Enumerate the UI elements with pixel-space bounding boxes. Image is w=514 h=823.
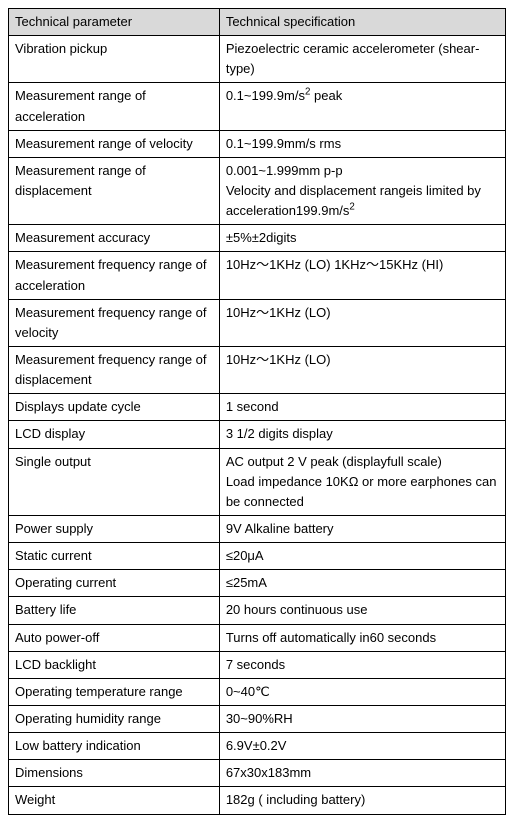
table-row: Single outputAC output 2 V peak (display… xyxy=(9,448,506,515)
cell-spec: ≤20μA xyxy=(219,543,505,570)
table-row: Power supply9V Alkaline battery xyxy=(9,515,506,542)
cell-param: LCD display xyxy=(9,421,220,448)
table-row: Measurement range of velocity0.1~199.9mm… xyxy=(9,130,506,157)
table-row: Measurement frequency range of velocity1… xyxy=(9,299,506,346)
cell-param: Battery life xyxy=(9,597,220,624)
table-row: LCD display3 1/2 digits display xyxy=(9,421,506,448)
cell-spec: AC output 2 V peak (displayfull scale)Lo… xyxy=(219,448,505,515)
cell-spec: 182g ( including battery) xyxy=(219,787,505,814)
cell-param: Measurement range of displacement xyxy=(9,157,220,224)
cell-spec: Turns off automatically in60 seconds xyxy=(219,624,505,651)
cell-spec: 0.1~199.9m/s2 peak xyxy=(219,83,505,130)
cell-param: Power supply xyxy=(9,515,220,542)
table-row: Battery life20 hours continuous use xyxy=(9,597,506,624)
table-row: Measurement frequency range of accelerat… xyxy=(9,252,506,299)
table-row: Measurement range of acceleration0.1~199… xyxy=(9,83,506,130)
cell-spec: ±5%±2digits xyxy=(219,225,505,252)
table-row: Static current≤20μA xyxy=(9,543,506,570)
table-row: LCD backlight 7 seconds xyxy=(9,651,506,678)
cell-param: Measurement range of velocity xyxy=(9,130,220,157)
cell-spec: 3 1/2 digits display xyxy=(219,421,505,448)
table-row: Measurement accuracy±5%±2digits xyxy=(9,225,506,252)
cell-spec: 20 hours continuous use xyxy=(219,597,505,624)
cell-param: Low battery indication xyxy=(9,733,220,760)
table-row: Operating temperature range0~40℃ xyxy=(9,678,506,705)
cell-param: Weight xyxy=(9,787,220,814)
table-row: Vibration pickupPiezoelectric ceramic ac… xyxy=(9,36,506,83)
table-row: Measurement range of displacement0.001~1… xyxy=(9,157,506,224)
cell-param: Measurement accuracy xyxy=(9,225,220,252)
cell-param: Operating humidity range xyxy=(9,705,220,732)
table-row: Auto power-offTurns off automatically in… xyxy=(9,624,506,651)
table-row: Displays update cycle1 second xyxy=(9,394,506,421)
table-row: Operating humidity range30~90%RH xyxy=(9,705,506,732)
table-header-row: Technical parameter Technical specificat… xyxy=(9,9,506,36)
table-row: Operating current≤25mA xyxy=(9,570,506,597)
cell-param: Measurement frequency range of accelerat… xyxy=(9,252,220,299)
cell-param: Single output xyxy=(9,448,220,515)
cell-spec: 10Hz～1KHz (LO) xyxy=(219,346,505,393)
cell-spec: ≤25mA xyxy=(219,570,505,597)
table-body: Vibration pickupPiezoelectric ceramic ac… xyxy=(9,36,506,814)
cell-spec: 30~90%RH xyxy=(219,705,505,732)
cell-spec: 0.001~1.999mm p-pVelocity and displaceme… xyxy=(219,157,505,224)
cell-param: Measurement range of acceleration xyxy=(9,83,220,130)
cell-param: Measurement frequency range of velocity xyxy=(9,299,220,346)
cell-spec: 10Hz～1KHz (LO) 1KHz～15KHz (HI) xyxy=(219,252,505,299)
cell-spec: 6.9V±0.2V xyxy=(219,733,505,760)
cell-spec: 10Hz～1KHz (LO) xyxy=(219,299,505,346)
cell-spec: 0~40℃ xyxy=(219,678,505,705)
table-row: Measurement frequency range of displacem… xyxy=(9,346,506,393)
header-param: Technical parameter xyxy=(9,9,220,36)
cell-param: Displays update cycle xyxy=(9,394,220,421)
cell-spec: 7 seconds xyxy=(219,651,505,678)
cell-param: Dimensions xyxy=(9,760,220,787)
cell-param: Vibration pickup xyxy=(9,36,220,83)
header-spec: Technical specification xyxy=(219,9,505,36)
table-row: Weight182g ( including battery) xyxy=(9,787,506,814)
cell-spec: 0.1~199.9mm/s rms xyxy=(219,130,505,157)
spec-table: Technical parameter Technical specificat… xyxy=(8,8,506,815)
cell-param: Operating current xyxy=(9,570,220,597)
cell-param: Auto power-off xyxy=(9,624,220,651)
cell-spec: 1 second xyxy=(219,394,505,421)
cell-param: Measurement frequency range of displacem… xyxy=(9,346,220,393)
cell-spec: 9V Alkaline battery xyxy=(219,515,505,542)
cell-spec: Piezoelectric ceramic accelerometer (she… xyxy=(219,36,505,83)
table-row: Low battery indication6.9V±0.2V xyxy=(9,733,506,760)
cell-param: LCD backlight xyxy=(9,651,220,678)
cell-param: Operating temperature range xyxy=(9,678,220,705)
cell-param: Static current xyxy=(9,543,220,570)
table-row: Dimensions67x30x183mm xyxy=(9,760,506,787)
cell-spec: 67x30x183mm xyxy=(219,760,505,787)
